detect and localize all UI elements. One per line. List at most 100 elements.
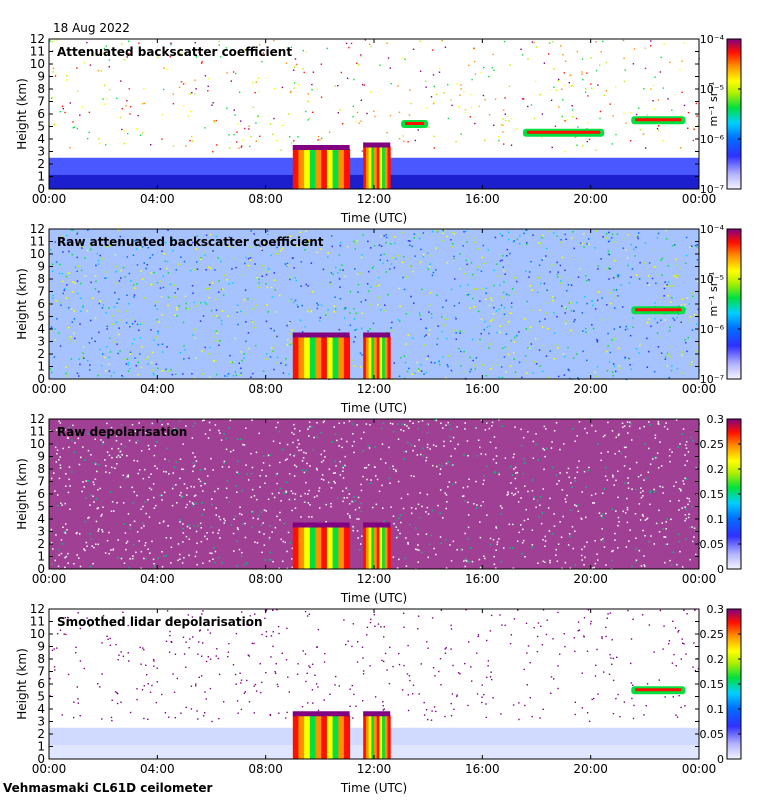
noise-dot [514, 477, 517, 480]
speckle-dot [590, 57, 592, 59]
noise-dot [338, 445, 340, 447]
y-tick-label: 12 [30, 222, 45, 236]
noise-dot [194, 337, 197, 339]
speckle-dot [595, 664, 597, 666]
noise-dot [507, 491, 509, 493]
noise-dot [608, 361, 611, 363]
noise-dot [207, 475, 209, 477]
noise-dot [344, 464, 346, 467]
noise-dot [225, 496, 228, 499]
panel-title: Raw depolarisation [57, 425, 187, 439]
noise-dot [578, 460, 580, 462]
noise-dot [356, 518, 358, 520]
speckle-dot [286, 711, 288, 714]
colorbar-tick-label: 10⁻⁵ [700, 273, 724, 286]
noise-dot [561, 567, 563, 570]
noise-dot [90, 244, 92, 246]
noise-dot [99, 254, 101, 257]
noise-dot [382, 422, 385, 424]
speckle-dot [352, 105, 354, 107]
noise-dot [523, 519, 526, 522]
noise-dot [440, 316, 443, 318]
noise-dot [310, 262, 313, 264]
noise-dot [510, 365, 512, 367]
speckle-dot [467, 704, 469, 707]
speckle-dot [276, 139, 278, 142]
noise-dot [243, 353, 245, 355]
noise-dot [439, 468, 442, 470]
noise-dot [678, 540, 681, 543]
noise-dot [391, 423, 394, 425]
speckle-dot [143, 87, 145, 90]
noise-dot [430, 361, 433, 364]
noise-dot [684, 506, 686, 508]
noise-dot [573, 310, 575, 312]
noise-dot [637, 237, 639, 240]
noise-dot [220, 319, 223, 322]
noise-dot [263, 533, 265, 535]
speckle-dot [507, 115, 509, 117]
noise-dot [453, 329, 456, 332]
noise-dot [526, 242, 528, 244]
noise-dot [532, 457, 535, 459]
noise-dot [235, 266, 237, 269]
noise-dot [629, 421, 631, 424]
noise-dot [404, 423, 406, 426]
noise-dot [170, 537, 172, 539]
noise-dot [693, 527, 696, 529]
noise-dot [676, 316, 678, 319]
speckle-dot [564, 645, 566, 648]
noise-dot [212, 250, 214, 252]
speckle-dot [608, 673, 611, 675]
noise-dot [129, 353, 132, 355]
speckle-dot [664, 696, 666, 698]
noise-dot [342, 269, 344, 271]
noise-dot [92, 481, 95, 483]
speckle-dot [418, 615, 420, 617]
y-tick-label: 6 [37, 297, 45, 311]
noise-dot [256, 498, 258, 501]
speckle-dot [468, 641, 470, 643]
noise-dot [278, 492, 280, 494]
noise-dot [357, 496, 360, 499]
speckle-dot [504, 624, 506, 627]
noise-dot [55, 429, 58, 431]
noise-dot [120, 319, 122, 321]
speckle-dot [490, 614, 493, 617]
noise-dot [312, 448, 315, 451]
noise-dot [93, 483, 95, 486]
noise-dot [666, 543, 669, 545]
noise-dot [133, 294, 136, 296]
noise-dot [286, 550, 288, 553]
noise-dot [454, 278, 456, 280]
speckle-dot [559, 653, 561, 655]
noise-dot [635, 235, 637, 237]
noise-dot [116, 456, 118, 458]
noise-dot [71, 439, 73, 441]
noise-dot [259, 245, 261, 247]
noise-dot [253, 323, 255, 325]
speckle-dot [403, 664, 405, 667]
noise-dot [218, 556, 220, 559]
speckle-dot [73, 716, 75, 719]
noise-dot [552, 296, 554, 298]
noise-dot [336, 439, 338, 442]
noise-dot [72, 281, 74, 283]
noise-dot [452, 540, 455, 543]
noise-dot [119, 456, 121, 458]
noise-dot [242, 523, 245, 526]
speckle-dot [259, 135, 261, 137]
noise-dot [457, 443, 459, 446]
speckle-dot [198, 630, 201, 632]
noise-dot [205, 234, 208, 236]
speckle-dot [574, 136, 577, 138]
noise-dot [74, 282, 76, 284]
noise-dot [410, 507, 413, 509]
noise-dot [76, 233, 78, 235]
noise-dot [420, 364, 422, 366]
colorbar-tick-label: 0.3 [707, 413, 725, 426]
noise-dot [523, 462, 526, 464]
noise-dot [448, 481, 451, 483]
noise-dot [95, 280, 97, 282]
noise-dot [221, 466, 224, 468]
